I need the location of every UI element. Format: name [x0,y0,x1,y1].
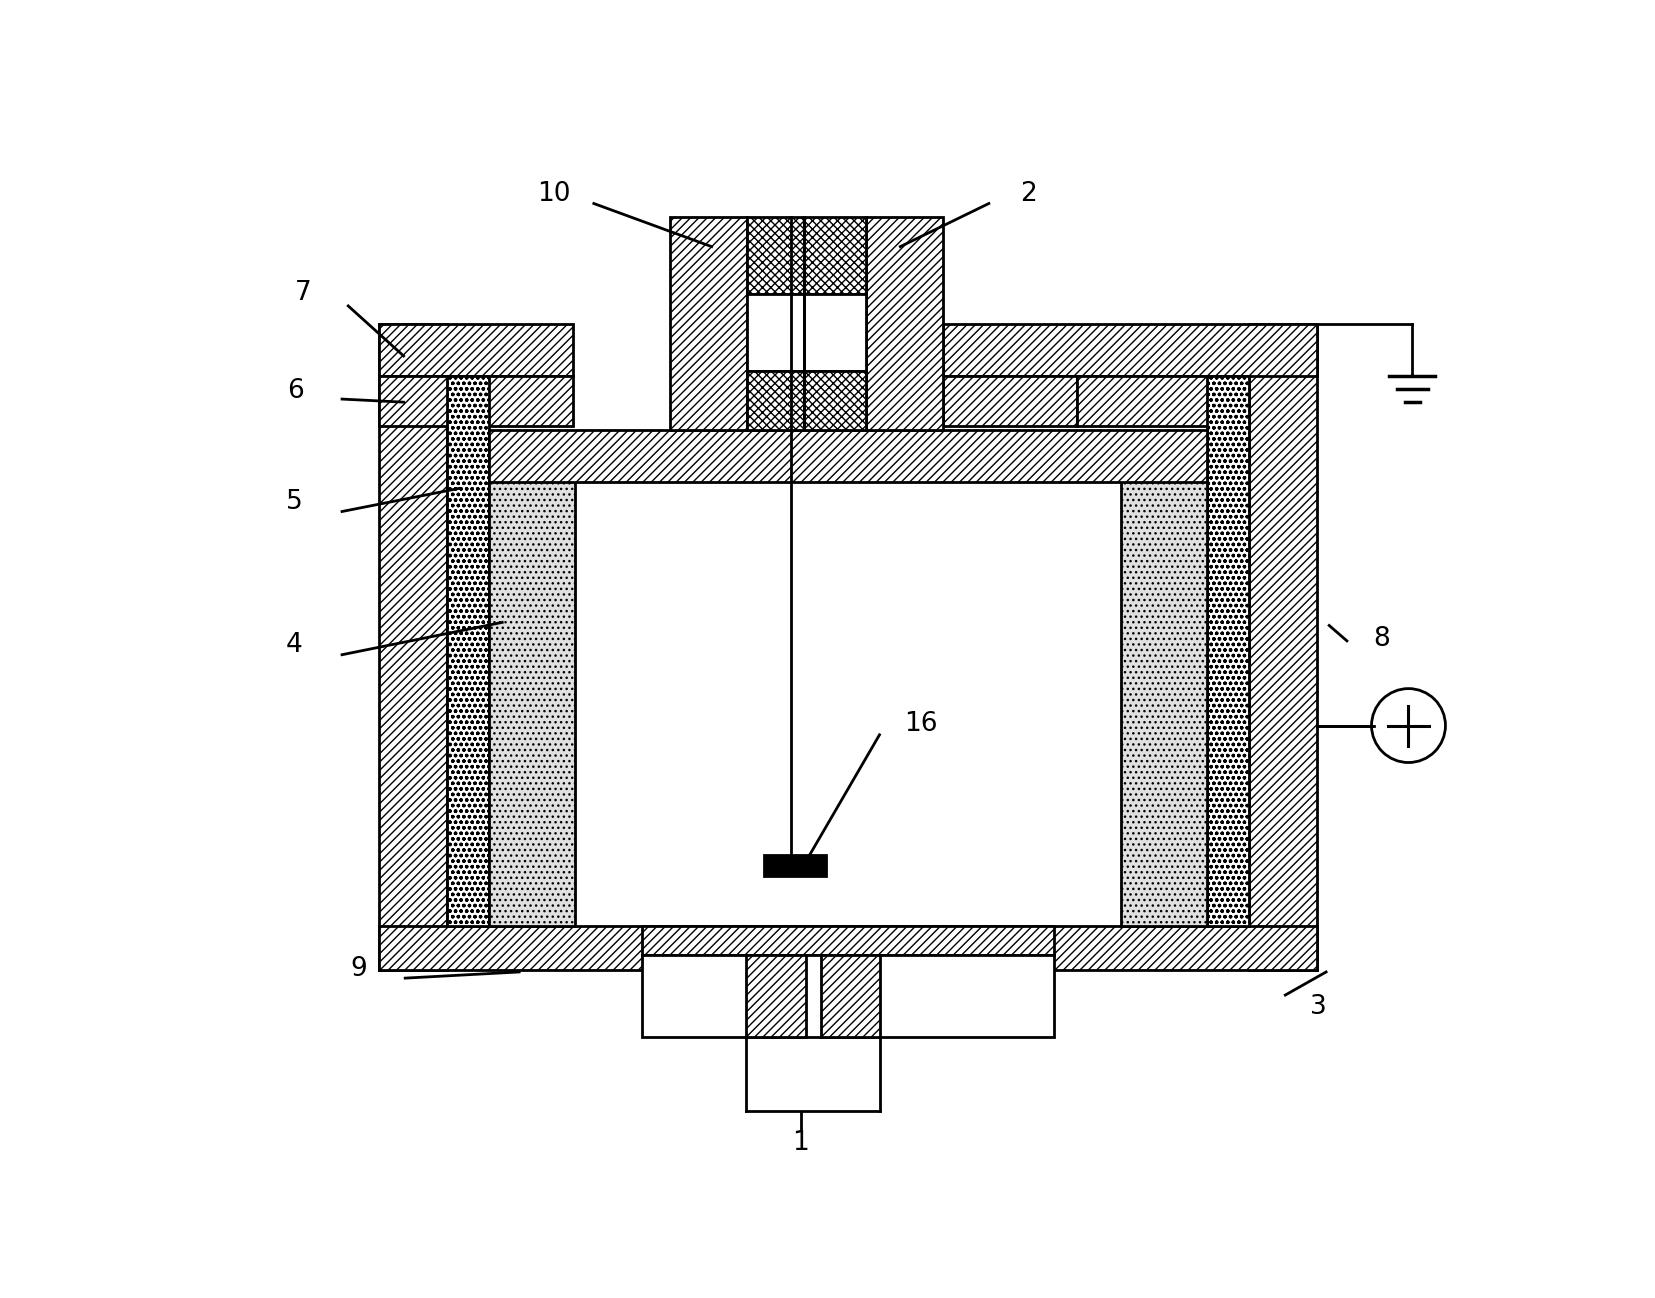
Bar [488,456,574,925]
Bar [670,217,746,430]
Bar [746,955,804,1037]
Bar [642,955,1053,1037]
Text: 9: 9 [351,955,367,981]
Text: 6: 6 [288,379,305,405]
Bar [1077,376,1248,426]
Bar [763,855,826,876]
Text: 3: 3 [1309,994,1326,1020]
Bar [488,430,1206,483]
Bar [379,925,1316,971]
Bar [642,925,1053,955]
Bar [447,376,488,925]
Bar [804,371,866,430]
Bar [379,376,573,426]
Bar [1206,376,1248,925]
Text: 2: 2 [1019,182,1036,208]
Bar [821,955,880,1037]
Text: 8: 8 [1372,627,1389,653]
Text: 16: 16 [904,711,937,737]
Text: 5: 5 [286,489,303,515]
Bar [1248,323,1316,971]
Bar [379,323,573,376]
Text: 10: 10 [536,182,571,208]
Bar [942,323,1316,376]
Text: 7: 7 [295,280,311,306]
Text: 4: 4 [286,632,303,658]
Bar [746,217,804,295]
Bar [746,371,804,430]
Bar [942,376,1077,426]
Bar [379,323,447,971]
Bar [804,217,866,295]
Bar [804,295,866,371]
Bar [746,295,804,371]
Bar [1120,456,1206,925]
Bar [866,217,942,430]
Text: 1: 1 [793,1129,809,1157]
